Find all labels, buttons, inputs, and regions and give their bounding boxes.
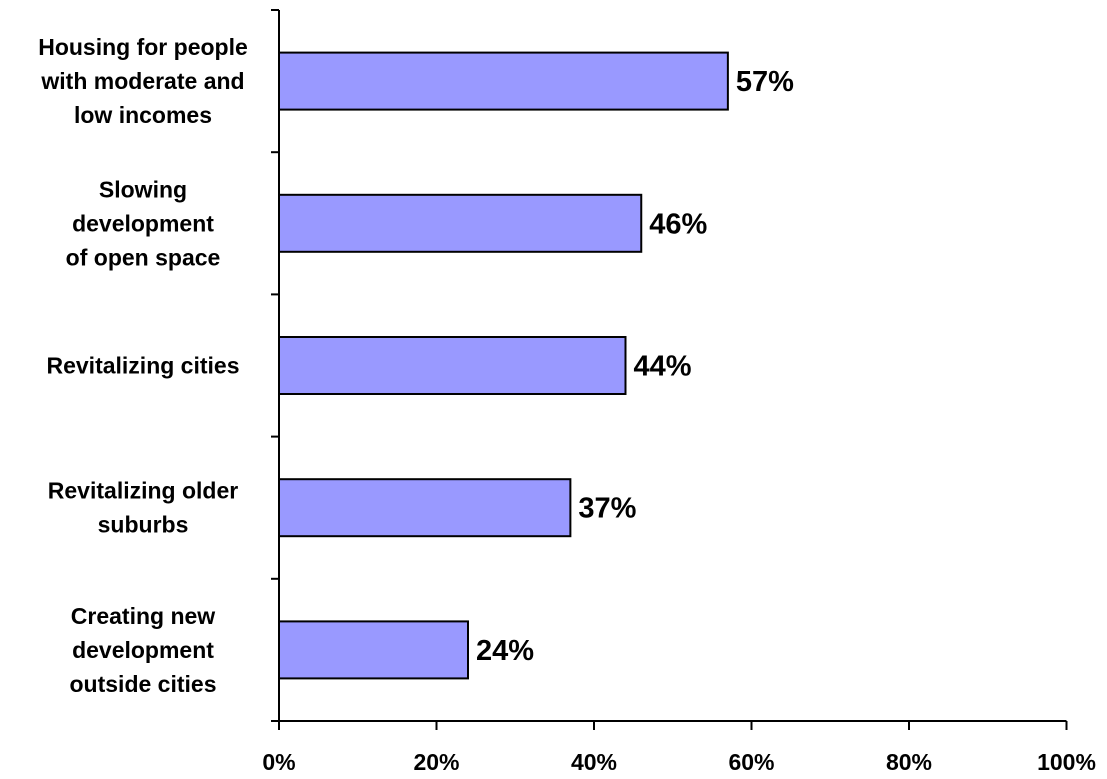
category-label-line: with moderate and <box>40 68 244 94</box>
x-tick-label: 40% <box>571 749 617 775</box>
plot-area: 0% 20% 40% 60% 80% 100% 57% Housing for people w… <box>38 9 1096 775</box>
category-label-line: development <box>72 637 214 663</box>
bar <box>278 51 729 111</box>
bar <box>278 193 643 253</box>
category-label: Slowing development of open space <box>66 176 221 270</box>
data-label: 46% <box>649 208 707 240</box>
category-label-line: Creating new <box>71 603 216 629</box>
category-label-line: outside cities <box>70 671 217 697</box>
bar <box>278 620 469 680</box>
x-tick-label: 80% <box>886 749 932 775</box>
data-label: 37% <box>578 493 636 525</box>
category-label-line: Revitalizing cities <box>46 353 239 379</box>
category-label-line: Revitalizing older <box>48 478 238 504</box>
category-label: Revitalizing older suburbs <box>48 478 238 538</box>
category-label-line: Housing for people <box>38 34 248 60</box>
data-label: 24% <box>476 635 534 667</box>
bar <box>278 478 572 538</box>
category-label-line: low incomes <box>74 102 212 128</box>
category-label: Revitalizing cities <box>46 353 239 379</box>
x-tick-label: 20% <box>413 749 459 775</box>
category-label-line: Slowing <box>99 176 187 202</box>
x-tick-label: 100% <box>1037 749 1096 775</box>
category-label-line: development <box>72 210 214 236</box>
category-label-line: suburbs <box>98 512 189 538</box>
category-label-line: of open space <box>66 244 221 270</box>
x-tick-label: 60% <box>728 749 774 775</box>
bar <box>278 336 627 395</box>
data-label: 44% <box>634 351 692 383</box>
data-label: 57% <box>736 66 794 98</box>
x-tick-label: 0% <box>262 749 295 775</box>
category-label: Housing for people with moderate and low i… <box>38 34 248 128</box>
category-label: Creating new development outside cities <box>70 603 217 697</box>
